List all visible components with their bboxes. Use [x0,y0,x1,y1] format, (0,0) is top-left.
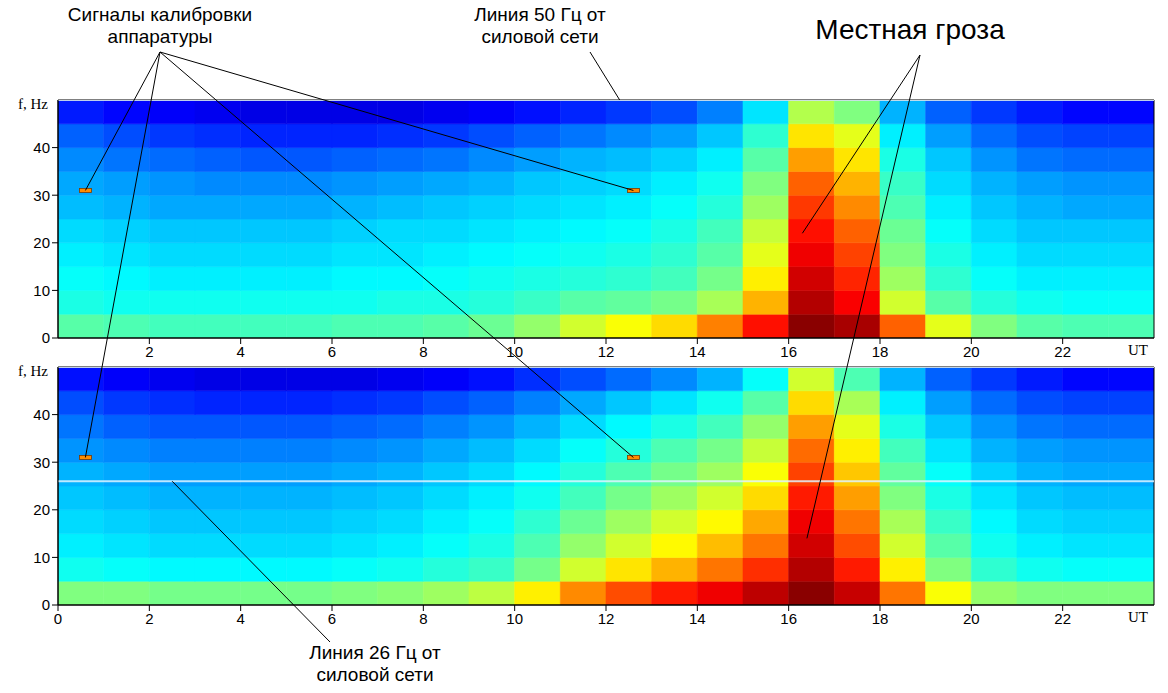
svg-text:22: 22 [1054,343,1071,360]
svg-text:12: 12 [598,610,615,627]
svg-text:2: 2 [145,610,153,627]
html-text:f, Hz: f, Hz [18,363,48,379]
svg-text:20: 20 [963,610,980,627]
svg-text:40: 40 [33,139,50,156]
html-text:Сигналы калибровки аппаратуры: Сигналы калибровки аппаратуры [67,4,253,47]
svg-text:10: 10 [506,610,523,627]
svg-text:0: 0 [42,329,50,346]
svg-text:12: 12 [598,343,615,360]
svg-text:4: 4 [236,343,244,360]
html-text:Местная гроза: Местная гроза [815,14,1005,45]
svg-text:8: 8 [419,343,427,360]
html-text:Линия 50 Гц от силовой сети: Линия 50 Гц от силовой сети [474,4,606,47]
svg-text:16: 16 [780,343,797,360]
svg-text:0: 0 [54,610,62,627]
svg-text:2: 2 [145,343,153,360]
svg-text:10: 10 [506,343,523,360]
svg-text:30: 30 [33,454,50,471]
svg-text:6: 6 [328,610,336,627]
svg-text:18: 18 [872,343,889,360]
html-text:f, Hz: f, Hz [18,96,48,112]
svg-text:20: 20 [963,343,980,360]
html-text:UT: UT [1128,342,1148,358]
html-text:Линия 26 Гц от силовой сети: Линия 26 Гц от силовой сети [309,642,441,685]
svg-text:20: 20 [33,501,50,518]
svg-text:22: 22 [1054,610,1071,627]
svg-text:40: 40 [33,406,50,423]
html-text:UT: UT [1128,609,1148,625]
svg-text:10: 10 [33,282,50,299]
svg-text:6: 6 [328,343,336,360]
svg-text:0: 0 [42,596,50,613]
svg-text:20: 20 [33,234,50,251]
svg-text:4: 4 [236,610,244,627]
svg-text:16: 16 [780,610,797,627]
svg-text:30: 30 [33,187,50,204]
svg-text:18: 18 [872,610,889,627]
svg-text:14: 14 [689,343,706,360]
svg-text:14: 14 [689,610,706,627]
svg-text:8: 8 [419,610,427,627]
svg-text:10: 10 [33,549,50,566]
